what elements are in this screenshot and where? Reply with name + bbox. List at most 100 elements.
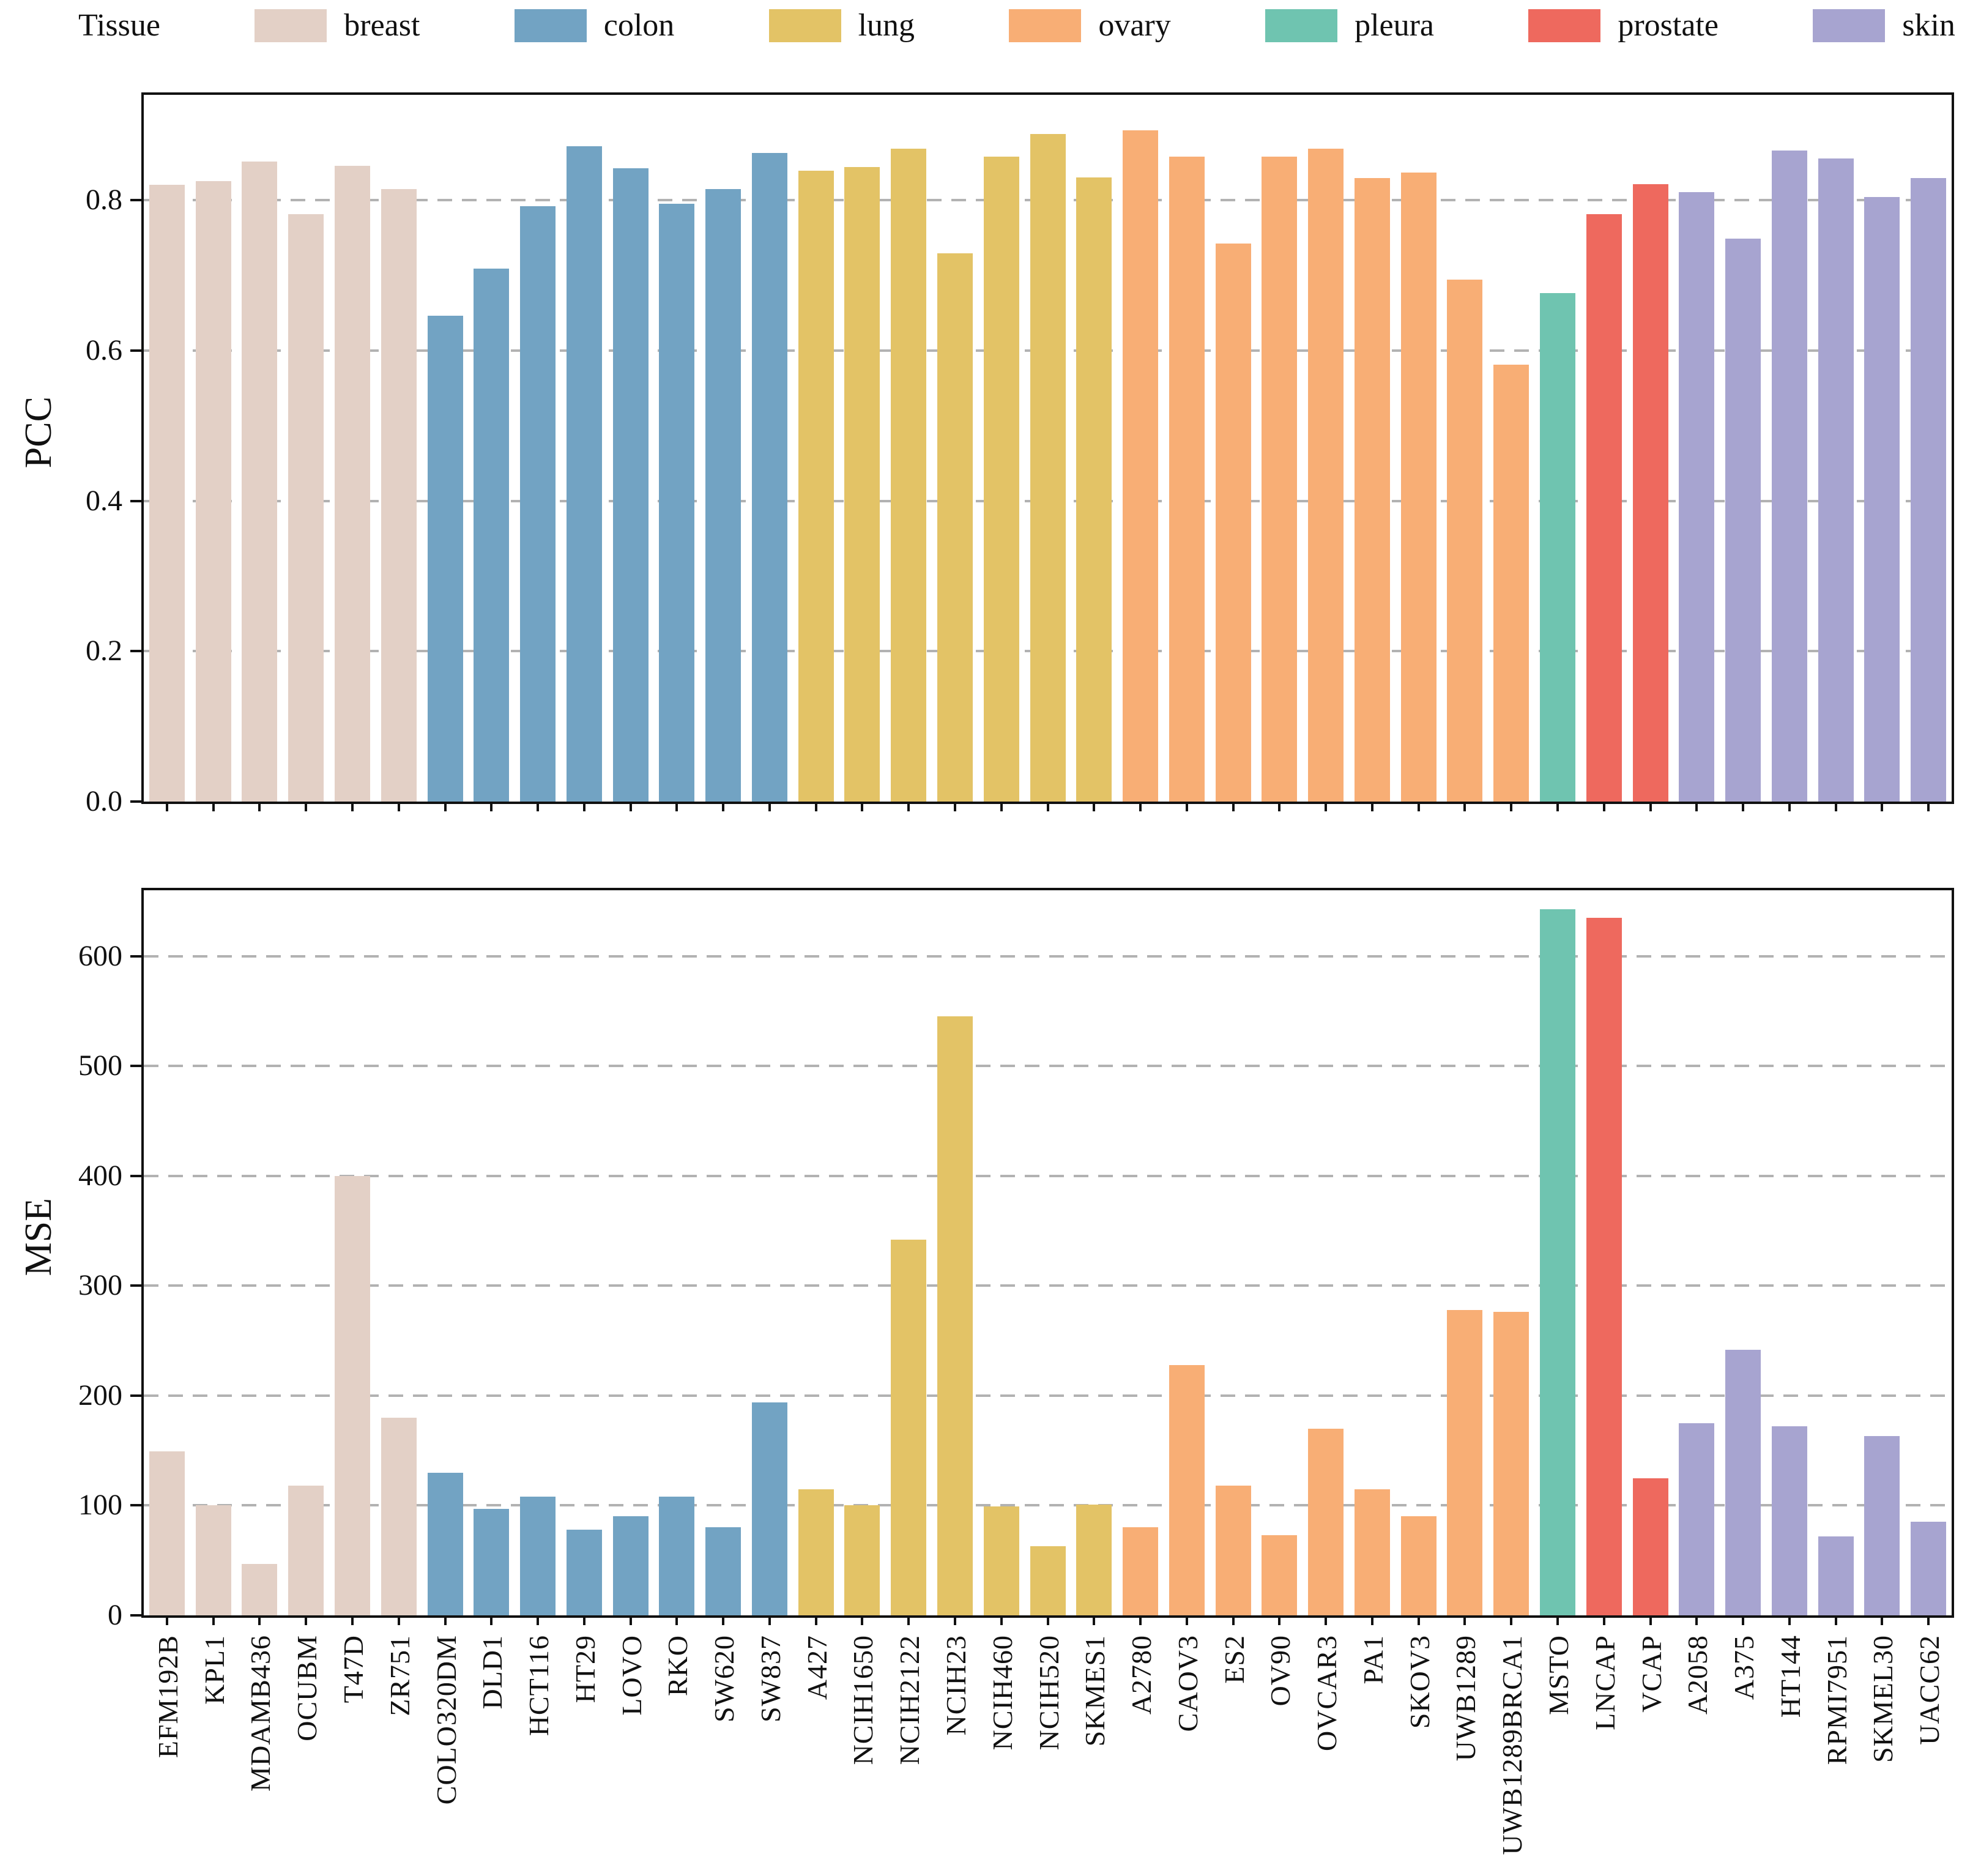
xtick-mark-mse-HT29	[582, 1615, 585, 1625]
xtick-mark-pcc-T47D	[351, 802, 354, 811]
bar-mse-UWB1289BRCA1	[1493, 1312, 1529, 1615]
bar-mse-NCIH1650	[844, 1505, 880, 1615]
bar-pcc-OCUBM	[288, 214, 324, 802]
bar-mse-MDAMB436	[242, 1563, 278, 1615]
legend-label-ovary: ovary	[1098, 8, 1171, 43]
xtick-label-EFM192B: EFM192B	[152, 1635, 184, 1759]
bar-mse-HT29	[566, 1529, 602, 1615]
bar-mse-NCIH460	[983, 1506, 1019, 1615]
ytick-mark-mse-100	[130, 1504, 141, 1507]
ytick-label-pcc-0.6: 0.6	[86, 333, 122, 367]
gridline-mse-500	[144, 1065, 1952, 1068]
bar-mse-NCIH2122	[891, 1239, 927, 1615]
xtick-mark-mse-ZR751	[397, 1615, 400, 1625]
xtick-mark-pcc-A2058	[1695, 802, 1698, 811]
bar-mse-OVCAR3	[1308, 1428, 1344, 1615]
xtick-mark-pcc-KPL1	[212, 802, 215, 811]
bar-mse-RKO	[659, 1497, 695, 1615]
bar-pcc-PA1	[1354, 178, 1390, 802]
bar-mse-LNCAP	[1586, 917, 1622, 1615]
ytick-mark-pcc-0.2	[130, 650, 141, 653]
xtick-mark-pcc-LNCAP	[1602, 802, 1605, 811]
bar-pcc-A2058	[1679, 192, 1715, 802]
bar-mse-HCT116	[520, 1497, 556, 1615]
xtick-mark-mse-NCIH1650	[861, 1615, 864, 1625]
xtick-label-HT144: HT144	[1774, 1635, 1806, 1718]
ytick-mark-pcc-0.6	[130, 349, 141, 352]
xtick-label-NCIH23: NCIH23	[940, 1635, 972, 1736]
bar-pcc-MDAMB436	[242, 162, 278, 802]
xtick-mark-pcc-HCT116	[537, 802, 540, 811]
xtick-mark-mse-LOVO	[629, 1615, 632, 1625]
xtick-mark-mse-EFM192B	[165, 1615, 168, 1625]
xtick-label-NCIH2122: NCIH2122	[894, 1635, 926, 1765]
legend-swatch-lung	[768, 9, 841, 42]
bar-mse-SKMEL30	[1864, 1436, 1900, 1615]
xtick-mark-pcc-OVCAR3	[1325, 802, 1328, 811]
bar-mse-NCIH23	[937, 1016, 973, 1615]
xtick-label-RPMI7951: RPMI7951	[1821, 1635, 1853, 1765]
xtick-mark-mse-MDAMB436	[258, 1615, 261, 1625]
bar-pcc-VCAP	[1632, 184, 1668, 802]
ytick-label-mse-0: 0	[108, 1599, 122, 1631]
legend-entry-pleura: pleura	[1265, 6, 1434, 45]
xtick-mark-mse-SKMES1	[1093, 1615, 1096, 1625]
xtick-mark-mse-OVCAR3	[1325, 1615, 1328, 1625]
ytick-label-mse-200: 200	[78, 1379, 122, 1412]
bar-pcc-NCIH1650	[844, 166, 880, 802]
bar-pcc-ES2	[1215, 244, 1251, 802]
xtick-mark-mse-A375	[1742, 1615, 1745, 1625]
xtick-label-SW620: SW620	[708, 1635, 740, 1722]
xtick-label-SKMEL30: SKMEL30	[1867, 1635, 1899, 1763]
bar-pcc-EFM192B	[149, 185, 185, 802]
xtick-label-NCIH520: NCIH520	[1033, 1635, 1065, 1751]
xtick-label-NCIH460: NCIH460	[986, 1635, 1018, 1751]
xtick-mark-mse-OCUBM	[305, 1615, 308, 1625]
bar-mse-OCUBM	[288, 1486, 324, 1615]
gridline-mse-300	[144, 1284, 1952, 1287]
xtick-mark-mse-SKMEL30	[1881, 1615, 1884, 1625]
ytick-label-pcc-0.2: 0.2	[86, 635, 122, 668]
bar-mse-ES2	[1215, 1486, 1251, 1615]
xtick-mark-pcc-SKOV3	[1417, 802, 1420, 811]
bar-pcc-NCIH520	[1030, 133, 1066, 802]
xtick-label-MSTO: MSTO	[1542, 1635, 1574, 1715]
bar-mse-EFM192B	[149, 1451, 185, 1615]
legend-swatch-prostate	[1528, 9, 1601, 42]
xtick-mark-pcc-LOVO	[629, 802, 632, 811]
xtick-mark-mse-LNCAP	[1602, 1615, 1605, 1625]
xtick-mark-mse-A427	[814, 1615, 817, 1625]
xtick-mark-pcc-NCIH1650	[861, 802, 864, 811]
ytick-label-mse-600: 600	[78, 939, 122, 972]
bar-pcc-OV90	[1262, 156, 1298, 802]
xtick-mark-pcc-COLO320DM	[444, 802, 447, 811]
gridline-mse-600	[144, 955, 1952, 958]
xtick-mark-pcc-MSTO	[1556, 802, 1559, 811]
bar-pcc-A2780	[1123, 130, 1159, 802]
legend-entry-ovary: ovary	[1009, 6, 1171, 45]
xtick-mark-mse-KPL1	[212, 1615, 215, 1625]
xtick-mark-mse-T47D	[351, 1615, 354, 1625]
bar-mse-A375	[1725, 1349, 1761, 1615]
xtick-mark-pcc-A427	[814, 802, 817, 811]
bar-pcc-ZR751	[381, 188, 417, 802]
legend-title: Tissue	[78, 8, 160, 43]
xtick-mark-mse-SW620	[722, 1615, 725, 1625]
xtick-mark-mse-A2780	[1139, 1615, 1142, 1625]
xtick-label-NCIH1650: NCIH1650	[847, 1635, 879, 1765]
bar-mse-SKOV3	[1400, 1516, 1437, 1615]
xtick-mark-pcc-EFM192B	[165, 802, 168, 811]
bar-pcc-HT144	[1771, 150, 1807, 802]
xtick-mark-pcc-ES2	[1232, 802, 1235, 811]
xtick-mark-mse-COLO320DM	[444, 1615, 447, 1625]
xtick-mark-mse-NCIH460	[1000, 1615, 1003, 1625]
xtick-label-LNCAP: LNCAP	[1589, 1635, 1621, 1730]
xtick-mark-pcc-SW837	[768, 802, 771, 811]
xtick-mark-pcc-UWB1289BRCA1	[1510, 802, 1513, 811]
bar-pcc-SW837	[751, 152, 787, 802]
xtick-mark-mse-NCIH2122	[907, 1615, 910, 1625]
bar-mse-KPL1	[195, 1505, 231, 1615]
xtick-mark-pcc-DLD1	[490, 802, 493, 811]
bar-mse-COLO320DM	[427, 1472, 463, 1615]
bar-pcc-HCT116	[520, 206, 556, 802]
